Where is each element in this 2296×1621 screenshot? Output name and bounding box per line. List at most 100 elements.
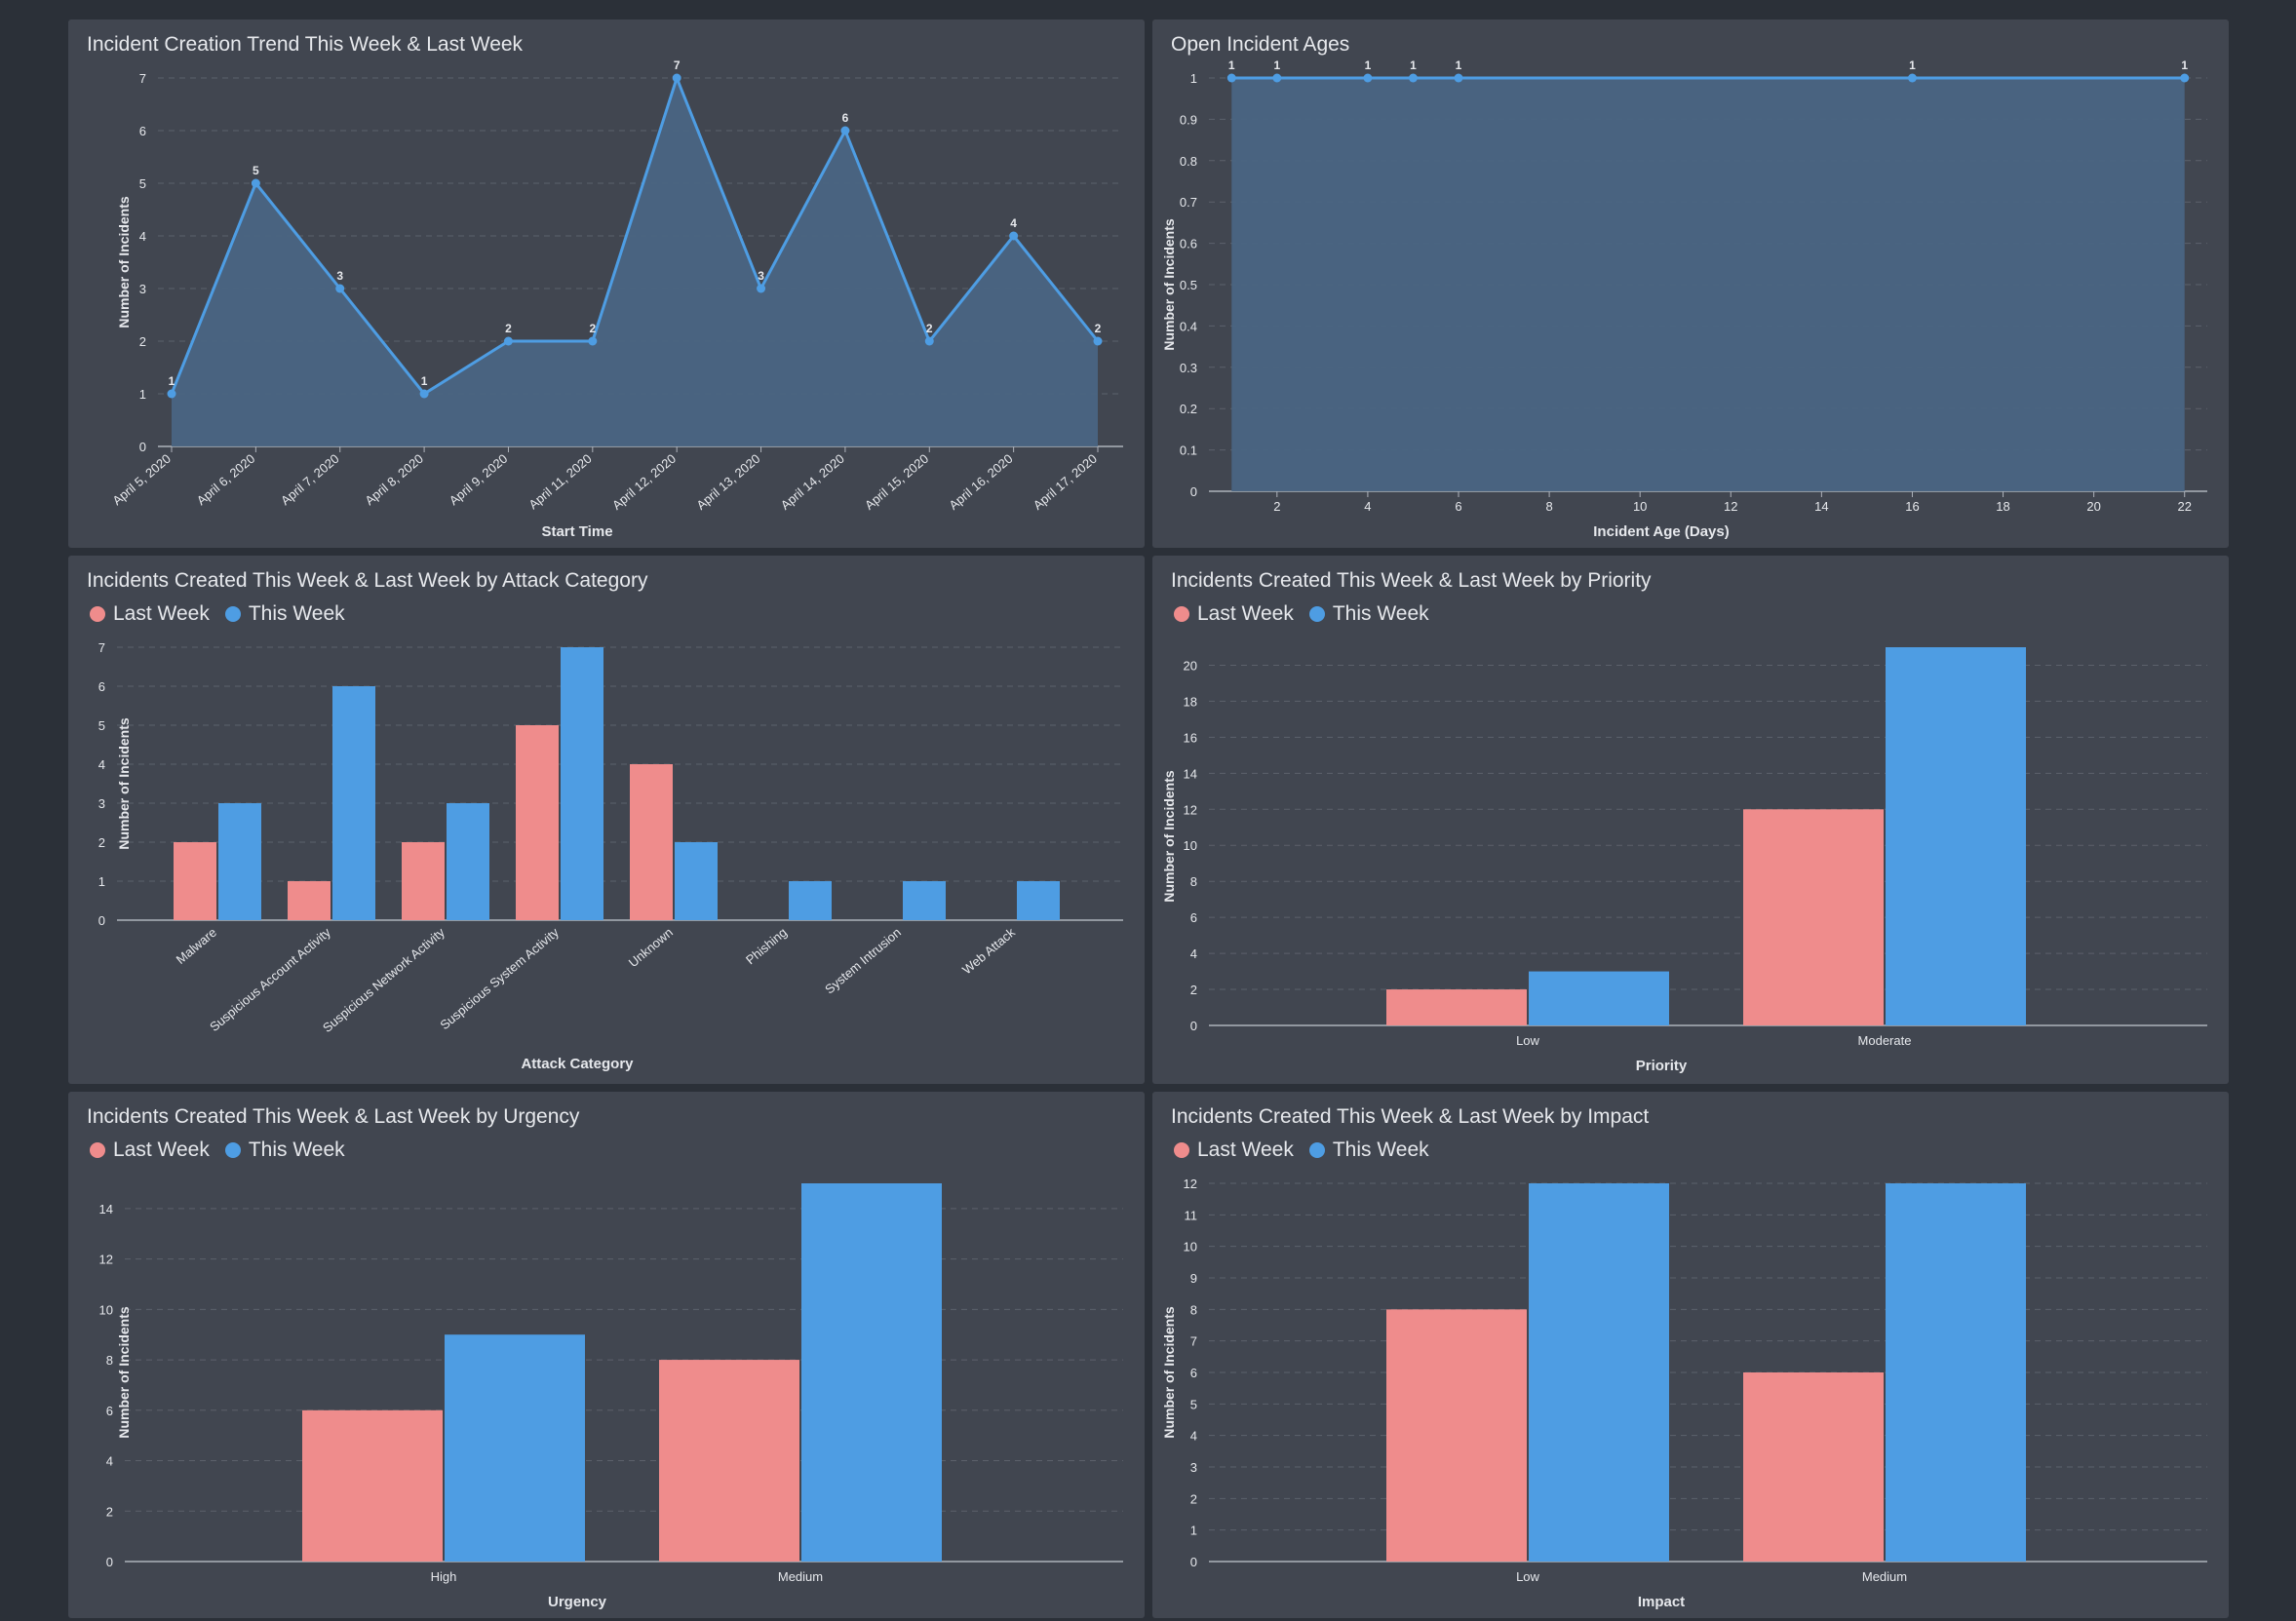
data-label: 1	[1410, 58, 1417, 72]
y-tick-label: 0	[98, 913, 105, 928]
attack-legend: Last Week This Week	[90, 602, 345, 626]
legend-last-week[interactable]: Last Week	[90, 602, 210, 626]
data-point	[1408, 73, 1418, 83]
y-tick-label: 6	[139, 124, 146, 138]
y-axis-label: Number of Incidents	[116, 196, 132, 328]
data-label: 1	[1273, 58, 1280, 72]
data-point	[251, 178, 260, 188]
bar-this-week	[561, 647, 603, 920]
data-point	[1363, 73, 1373, 83]
x-tick-label: Low	[1516, 1569, 1539, 1584]
data-label: 4	[1010, 216, 1017, 230]
x-tick-label: April 9, 2020	[447, 451, 511, 508]
y-tick-label: 4	[1190, 946, 1197, 961]
y-tick-label: 0	[1190, 484, 1197, 499]
legend-last-week[interactable]: Last Week	[90, 1139, 210, 1162]
y-tick-label: 0.4	[1180, 319, 1197, 333]
legend-last-week[interactable]: Last Week	[1174, 602, 1294, 626]
urgency-legend: Last Week This Week	[90, 1139, 345, 1162]
data-label: 1	[421, 374, 428, 388]
legend-this-week[interactable]: This Week	[1308, 1139, 1429, 1162]
y-tick-label: 3	[98, 796, 105, 811]
data-label: 1	[169, 374, 175, 388]
legend-last-week[interactable]: Last Week	[1174, 1139, 1294, 1162]
data-point	[503, 336, 513, 346]
legend-label-this-week: This Week	[1332, 602, 1429, 625]
bar-this-week	[445, 1334, 585, 1562]
bar-this-week	[1529, 1183, 1669, 1562]
legend-label-this-week: This Week	[1332, 1139, 1429, 1161]
x-tick-label: 6	[1455, 499, 1461, 514]
y-tick-label: 0.3	[1180, 361, 1197, 375]
bar-last-week	[302, 1409, 443, 1562]
y-tick-label: 12	[1184, 802, 1197, 817]
ages-panel: Open Incident Ages 0 0.1 0.2 0.3 0.4 0.5 0.6 0.…	[1152, 19, 2229, 548]
area-fill	[1231, 78, 2185, 491]
x-tick-label: April 15, 2020	[862, 451, 931, 513]
legend-dot-last-week	[1174, 1142, 1189, 1158]
x-tick-label: April 16, 2020	[946, 451, 1015, 513]
data-label: 1	[1909, 58, 1916, 72]
legend-dot-this-week	[1308, 606, 1325, 622]
y-axis-label: Number of Incidents	[1161, 218, 1177, 351]
bar-this-week	[218, 803, 261, 920]
bar-this-week	[675, 842, 718, 920]
legend-label-last-week: Last Week	[1197, 1139, 1294, 1161]
x-tick-label: 8	[1545, 499, 1552, 514]
data-label: 1	[1365, 58, 1372, 72]
data-point	[924, 336, 934, 346]
data-label: 2	[589, 322, 596, 335]
x-tick-label: Phishing	[743, 925, 790, 968]
bar-this-week	[332, 686, 375, 920]
x-tick-label: April 17, 2020	[1031, 451, 1100, 513]
y-tick-label: 2	[1190, 983, 1197, 997]
legend-label-last-week: Last Week	[1197, 602, 1294, 625]
y-tick-label: 2	[1190, 1491, 1197, 1506]
y-tick-label: 4	[106, 1454, 113, 1469]
y-tick-label: 10	[99, 1302, 113, 1317]
x-tick-label: 10	[1633, 499, 1647, 514]
y-tick-label: 0.6	[1180, 237, 1197, 251]
bar-last-week	[1386, 1309, 1527, 1562]
y-tick-label: 1	[1190, 71, 1197, 86]
trend-chart: 0 1 2 3 4 5 6 7 Number of Incidents April 5, 2020…	[109, 58, 1123, 540]
data-point	[1009, 231, 1019, 241]
x-tick-label: 20	[2086, 499, 2100, 514]
data-label: 1	[2181, 58, 2188, 72]
y-tick-label: 18	[1184, 694, 1197, 709]
y-tick-label: 0.7	[1180, 195, 1197, 210]
legend-label-last-week: Last Week	[113, 602, 210, 625]
data-label: 6	[842, 111, 849, 125]
y-tick-label: 0.2	[1180, 402, 1197, 416]
y-tick-label: 0	[106, 1555, 113, 1569]
y-tick-label: 4	[98, 757, 105, 772]
y-tick-label: 2	[98, 835, 105, 850]
x-tick-label: Unknown	[626, 925, 676, 970]
bar-last-week	[402, 842, 445, 920]
x-tick-label: System Intrusion	[822, 925, 904, 997]
y-tick-label: 12	[1184, 1177, 1197, 1191]
legend-this-week[interactable]: This Week	[224, 602, 345, 626]
x-tick-label: Low	[1516, 1033, 1539, 1048]
series-line	[170, 73, 1100, 396]
data-point	[840, 126, 850, 135]
priority-title: Incidents Created This Week & Last Week …	[1171, 569, 1652, 592]
bar-this-week	[447, 803, 489, 920]
y-axis-label: Number of Incidents	[116, 717, 132, 850]
y-tick-label: 8	[106, 1353, 113, 1368]
data-label: 2	[1095, 322, 1102, 335]
bar-last-week	[1743, 1372, 1884, 1562]
y-tick-label: 10	[1184, 838, 1197, 853]
legend-dot-this-week	[224, 1142, 241, 1158]
data-label: 3	[336, 269, 343, 283]
legend-this-week[interactable]: This Week	[1308, 602, 1429, 626]
x-tick-label: High	[431, 1569, 457, 1584]
impact-panel: Incidents Created This Week & Last Week …	[1152, 1092, 2229, 1618]
y-tick-label: 3	[1190, 1460, 1197, 1475]
data-point	[335, 284, 345, 293]
y-tick-label: 0.9	[1180, 112, 1197, 127]
bar-last-week	[516, 725, 559, 920]
legend-this-week[interactable]: This Week	[224, 1139, 345, 1162]
y-tick-label: 4	[1190, 1429, 1197, 1444]
